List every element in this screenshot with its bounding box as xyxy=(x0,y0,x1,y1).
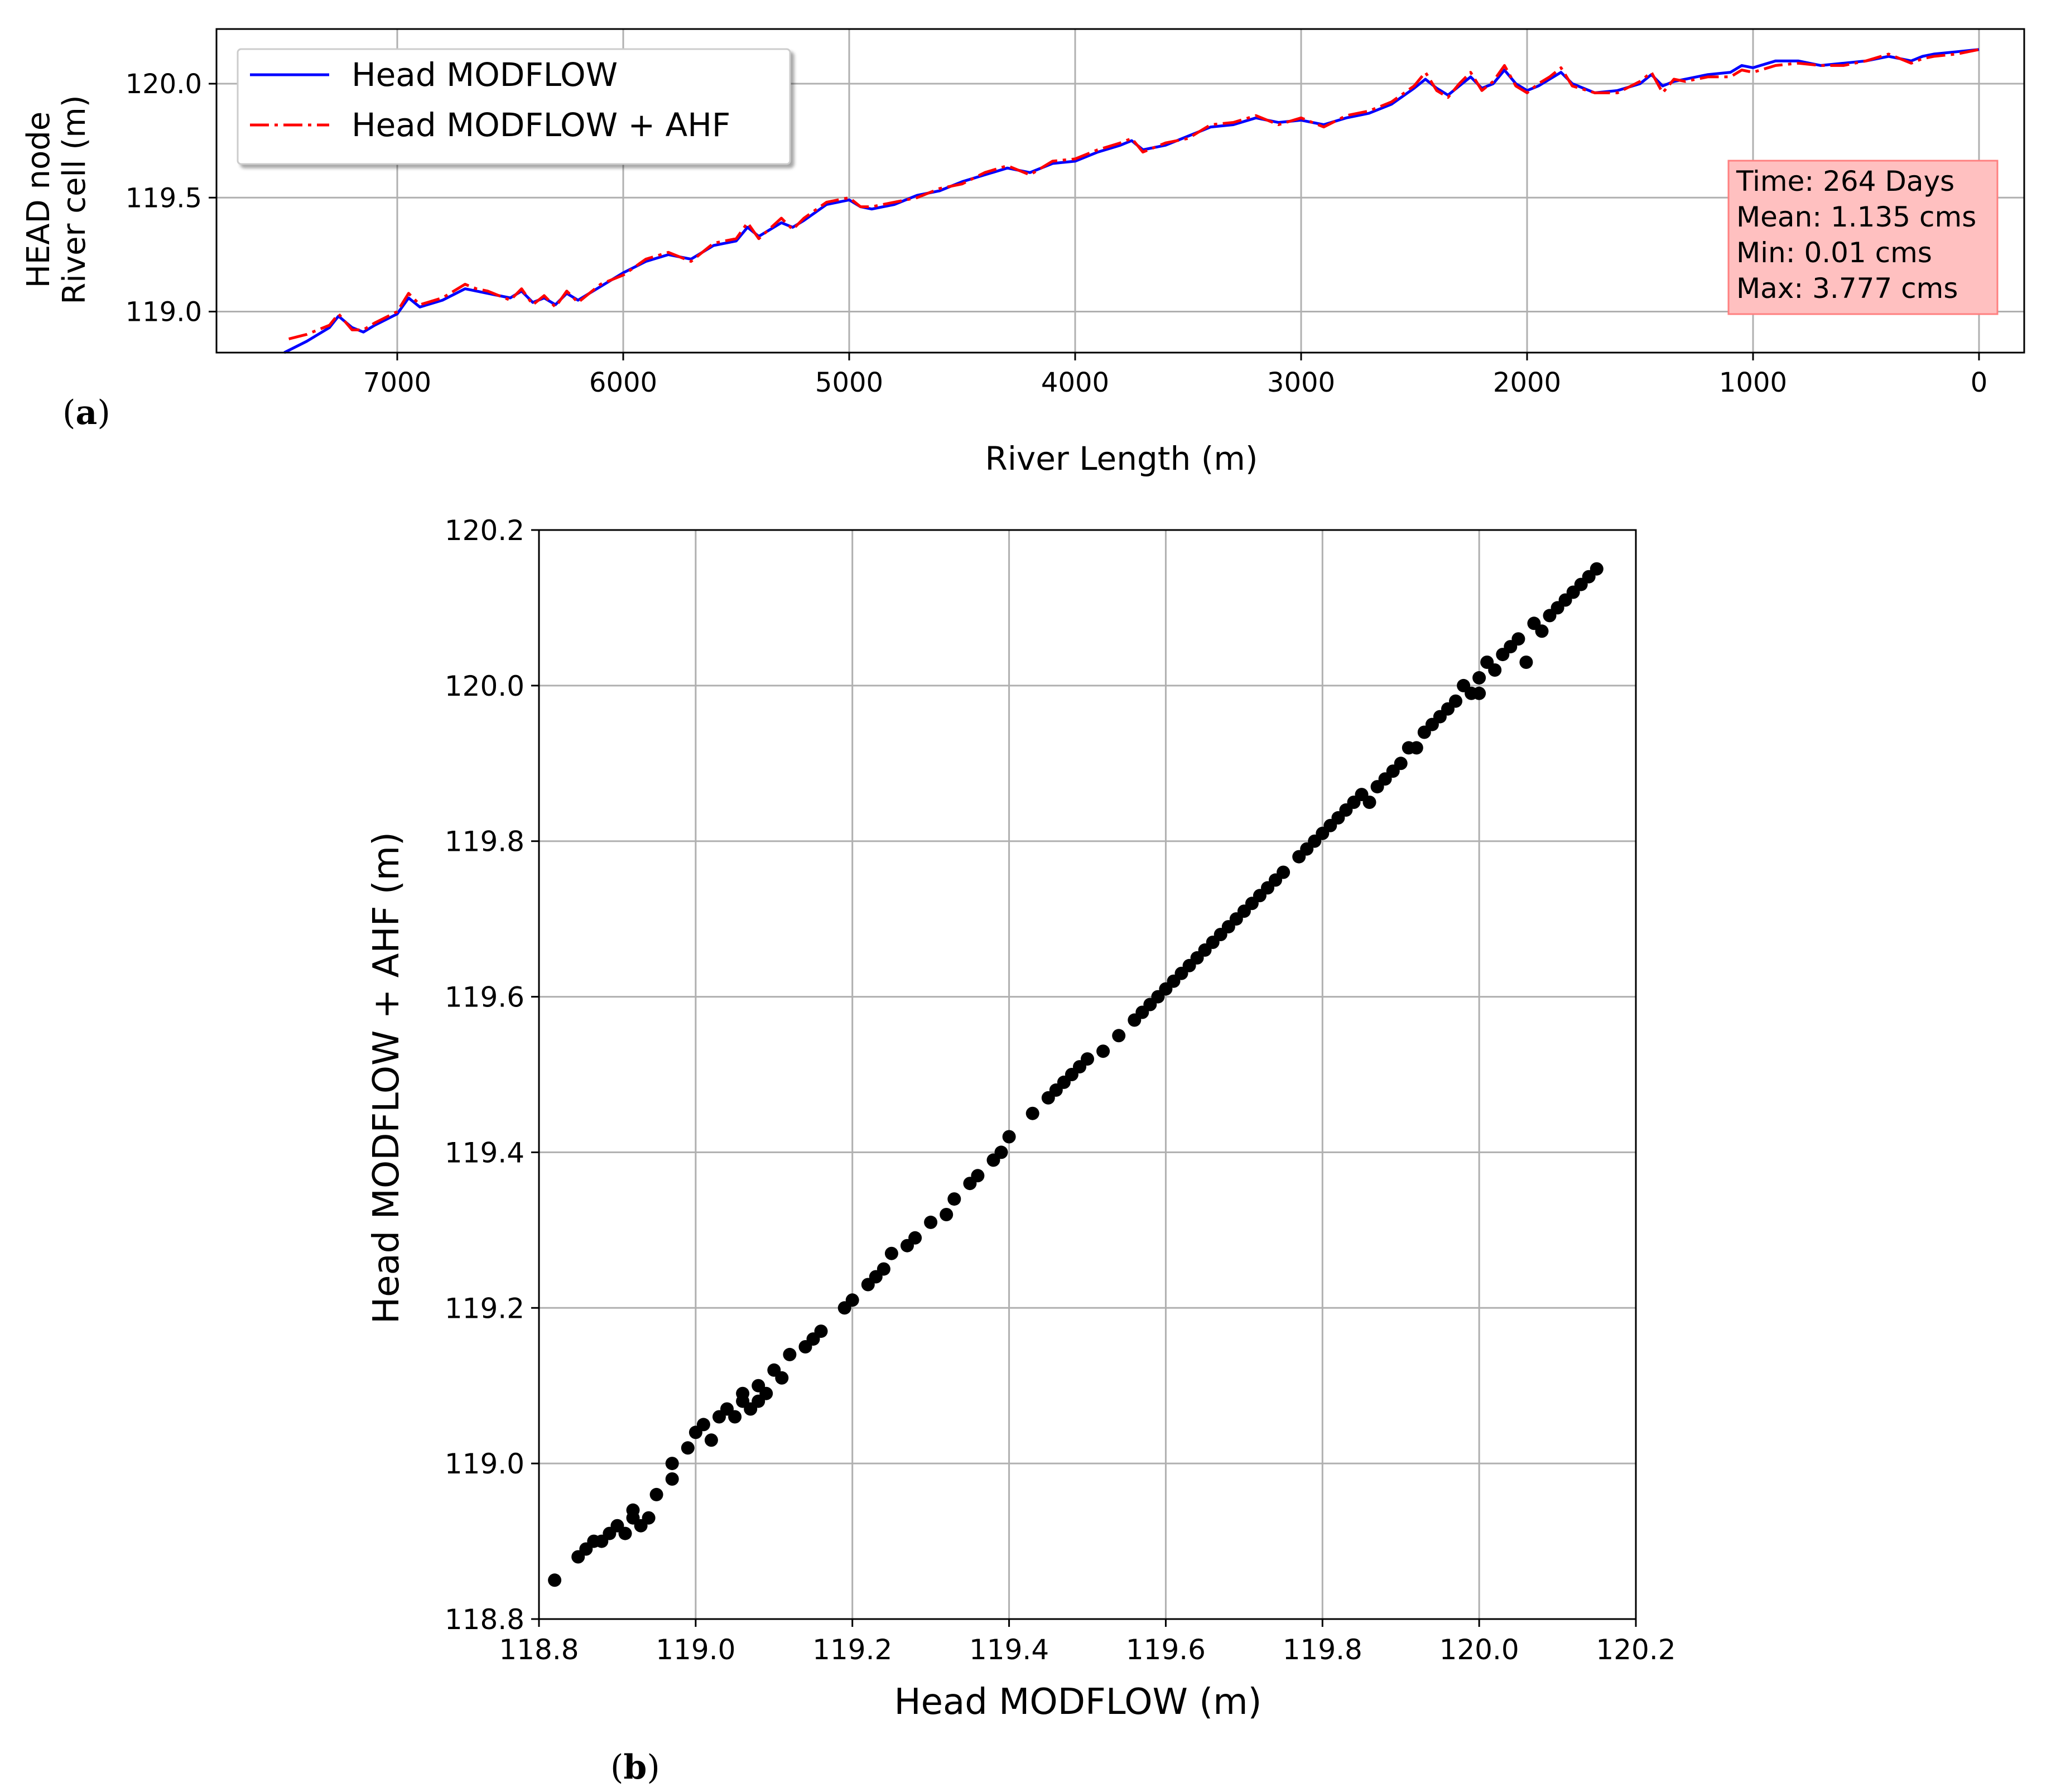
panel-a-y-ticks: 119.0 119.5 120.0 xyxy=(126,69,216,327)
scatter-point xyxy=(1488,663,1502,677)
panel-b-scatter-chart: 118.8 119.0 119.2 119.4 119.6 119.8 120.0 120.2… xyxy=(366,514,1676,1787)
panel-b-x-tick-label: 119.4 xyxy=(969,1634,1049,1666)
panel-b-y-tick-label: 119.8 xyxy=(445,826,524,858)
panel-a-x-ticks: 7000 6000 5000 4000 3000 2000 1000 0 xyxy=(363,353,1987,398)
scatter-point xyxy=(1025,1106,1039,1120)
panel-b-x-tick-label: 118.8 xyxy=(499,1634,579,1666)
panel-b-x-tick-label: 119.8 xyxy=(1283,1634,1362,1666)
scatter-point xyxy=(1362,796,1376,809)
panel-a-x-tick-label: 6000 xyxy=(589,367,657,398)
scatter-point xyxy=(845,1293,859,1307)
scatter-point xyxy=(775,1371,789,1385)
scatter-point xyxy=(877,1262,890,1276)
panel-a-annotation: Time: 264 Days Mean: 1.135 cms Min: 0.01… xyxy=(1727,160,1999,315)
scatter-point xyxy=(994,1145,1008,1159)
panel-a-x-tick-label: 5000 xyxy=(815,367,883,398)
scatter-point xyxy=(759,1386,773,1400)
panel-b-y-tick-label: 119.2 xyxy=(445,1292,524,1324)
panel-a-axes-frame xyxy=(215,28,2025,354)
scatter-point xyxy=(681,1441,695,1455)
panel-b-points xyxy=(548,562,1604,1587)
panel-a-line-chart: 7000 6000 5000 4000 3000 2000 1000 0 119.0 119.5… xyxy=(21,28,2025,478)
panel-a-legend: Head MODFLOW Head MODFLOW + AHF xyxy=(237,48,791,165)
scatter-point xyxy=(736,1386,750,1400)
annotation-time: Time: 264 Days xyxy=(1736,165,1954,197)
scatter-point xyxy=(1112,1029,1126,1043)
scatter-point xyxy=(924,1215,938,1229)
panel-b-y-tick-label: 119.6 xyxy=(445,981,524,1014)
panel-b-x-ticks: 118.8 119.0 119.2 119.4 119.6 119.8 120.0 120.2 xyxy=(499,1619,1676,1666)
scatter-point xyxy=(618,1526,632,1540)
scatter-point xyxy=(971,1169,985,1183)
panel-b-x-tick-label: 119.0 xyxy=(656,1634,735,1666)
panel-b-axes-frame xyxy=(538,529,1637,1620)
panel-a-y-tick-label: 120.0 xyxy=(126,69,202,100)
panel-b-x-tick-label: 120.0 xyxy=(1439,1634,1519,1666)
panel-b-y-tick-label: 120.2 xyxy=(445,514,524,547)
scatter-point xyxy=(649,1487,663,1501)
scatter-point xyxy=(1519,656,1533,669)
scatter-point xyxy=(1449,694,1462,708)
scatter-point xyxy=(1472,671,1486,685)
panel-b-y-ticks: 118.8 119.0 119.2 119.4 119.6 119.8 120.0 120.2 xyxy=(445,514,539,1636)
scatter-point xyxy=(704,1433,718,1447)
scatter-point xyxy=(1081,1052,1094,1066)
scatter-point xyxy=(1511,632,1525,646)
panel-a-y-axis-label-line1: HEAD node xyxy=(21,112,57,288)
panel-b-x-axis-label: Head MODFLOW (m) xyxy=(894,1682,1261,1723)
scatter-point xyxy=(814,1324,828,1338)
panel-b-x-tick-label: 119.6 xyxy=(1126,1634,1206,1666)
scatter-point xyxy=(1394,757,1408,770)
panel-a-x-tick-label: 7000 xyxy=(363,367,431,398)
annotation-mean: Mean: 1.135 cms xyxy=(1736,201,1976,233)
panel-b-y-axis-label: Head MODFLOW + AHF (m) xyxy=(366,832,407,1324)
annotation-min: Min: 0.01 cms xyxy=(1736,237,1932,269)
panel-b-y-tick-label: 118.8 xyxy=(445,1603,524,1636)
scatter-point xyxy=(908,1231,922,1245)
series-line-head-modflow-ahf xyxy=(288,48,1980,340)
annotation-max: Max: 3.777 cms xyxy=(1736,272,1958,305)
scatter-point xyxy=(665,1457,679,1471)
panel-b-x-tick-label: 120.2 xyxy=(1596,1634,1675,1666)
scatter-point xyxy=(665,1472,679,1486)
panel-label-b: (b) xyxy=(610,1748,660,1787)
panel-a-x-axis-label: River Length (m) xyxy=(985,440,1258,478)
panel-a-series-lines xyxy=(283,48,1980,354)
scatter-point xyxy=(783,1347,797,1361)
scatter-point xyxy=(642,1511,656,1525)
panel-b-x-tick-label: 119.2 xyxy=(812,1634,892,1666)
panel-a-x-tick-label: 1000 xyxy=(1719,367,1787,398)
scatter-point xyxy=(548,1573,562,1587)
panel-b-y-tick-label: 119.4 xyxy=(445,1136,524,1169)
scatter-point xyxy=(1472,686,1486,700)
panel-b-y-tick-label: 119.0 xyxy=(445,1448,524,1480)
scatter-point xyxy=(626,1503,640,1517)
scatter-point xyxy=(1277,865,1291,879)
panel-a-x-tick-label: 0 xyxy=(1971,367,1988,398)
legend-label-modflow: Head MODFLOW xyxy=(352,56,618,94)
panel-label-a: (a) xyxy=(62,393,110,432)
scatter-point xyxy=(728,1410,742,1424)
scatter-point xyxy=(1590,562,1604,576)
panel-a-x-tick-label: 3000 xyxy=(1267,367,1335,398)
scatter-point xyxy=(1096,1044,1110,1058)
legend-label-ahf: Head MODFLOW + AHF xyxy=(352,106,730,144)
panel-a-y-axis-label-line2: River cell (m) xyxy=(56,95,93,304)
scatter-point xyxy=(1535,624,1549,638)
scatter-point xyxy=(1002,1130,1016,1144)
scatter-point xyxy=(947,1192,961,1206)
panel-a-x-tick-label: 4000 xyxy=(1041,367,1109,398)
panel-a-y-tick-label: 119.5 xyxy=(126,182,202,214)
scatter-point xyxy=(696,1418,710,1432)
panel-b-y-tick-label: 120.0 xyxy=(445,670,524,702)
scatter-point xyxy=(1409,741,1423,755)
scatter-point xyxy=(940,1208,954,1221)
panel-a-y-tick-label: 119.0 xyxy=(126,296,202,327)
panel-a-x-tick-label: 2000 xyxy=(1493,367,1561,398)
scatter-point xyxy=(884,1246,898,1260)
